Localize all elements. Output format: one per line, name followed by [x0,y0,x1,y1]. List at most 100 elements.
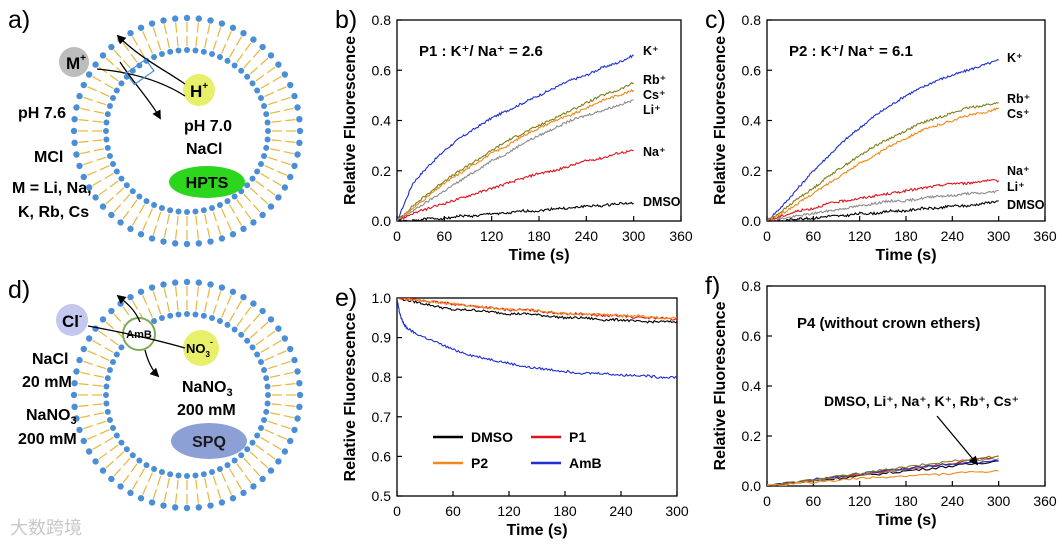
lipid-tail [131,480,139,490]
lipid-tail [270,374,281,378]
lipid-head [80,437,87,445]
lipid-tail [267,365,278,370]
y-tick-label: 0.6 [742,328,762,344]
lipid-tail [92,139,103,142]
lipid-head [167,207,174,214]
lipid-tail [221,43,227,54]
lipid-tail [92,384,103,387]
lipid-tail [147,208,153,219]
lipid-tail [266,188,276,196]
lipid-head [117,300,124,307]
lipid-tail [271,403,282,406]
lipid-head [192,472,199,479]
cation-m-bubble [59,47,89,77]
x-tick-label: 180 [553,503,577,519]
lipid-tail [204,37,208,48]
lipid-head [287,345,294,353]
amb-channel [122,317,156,351]
inside-nano3-conc: 200 mM [177,402,236,419]
lipid-head [231,62,238,69]
y-tick-label: 0.0 [742,213,762,229]
y-axis-label: Relative Fluorescence [342,312,359,481]
lipid-tail [204,214,208,225]
lipid-tail [249,451,259,460]
lipid-tail [96,156,107,161]
series-end-label: Cs⁺ [643,88,666,102]
lipid-tail [272,179,282,187]
lipid-tail [122,474,130,484]
lipid-head [103,383,110,390]
series-line-k [397,54,634,221]
lipid-head [238,67,245,74]
lipid-tail [130,199,138,209]
lipid-head [106,153,113,160]
lipid-tail [115,451,125,460]
series-end-label: DMSO [1007,198,1045,212]
lipid-head [229,231,237,238]
lipid-head [244,446,251,453]
chart-title: P4 (without crown ethers) [797,315,980,332]
lipid-head [80,81,87,89]
series-end-label: Rb⁺ [1007,92,1030,106]
lipid-tail [109,338,119,346]
lipid-tail [195,215,198,226]
lipid-tail [147,43,153,54]
series-line-na [767,179,1000,221]
lipid-head [158,469,165,476]
x-tick-label: 240 [941,493,965,509]
lipid-tail [260,460,269,469]
lipid-head [99,316,107,323]
lipid-head [160,238,167,245]
lipid-head [108,43,115,51]
y-axis-label: Relative Fluorescence [712,36,729,205]
lipid-tail [105,196,114,205]
lipid-head [113,168,120,175]
lipid-tail [243,59,252,69]
x-tick-label: 240 [941,228,965,244]
lipid-head [129,188,136,195]
lipid-tail [163,491,168,502]
lipid-head [291,162,298,170]
lipid-tail [157,475,162,486]
lipid-tail [166,214,170,225]
x-tick-label: 180 [894,228,918,244]
lipid-tail [283,150,294,155]
lipid-head [151,54,158,61]
lipid-tail [115,187,125,196]
lipid-tail [93,412,104,416]
lipid-head [184,473,190,479]
lipid-head [151,201,158,208]
lipid-head [240,29,247,37]
lipid-head [99,52,107,59]
lipid-tail [264,165,275,171]
lipid-head [224,198,231,205]
lipid-tail [267,420,278,425]
lipid-head [195,15,203,22]
lipid-tail [196,229,199,240]
y-axis-label: Relative Fluorescence [712,301,729,470]
lipid-head [143,462,150,469]
cation-m-label: M+ [66,53,86,73]
lipid-head [250,300,257,307]
lipid-head [110,359,117,366]
lipid-tail [212,475,217,486]
lipid-head [175,47,182,54]
lipid-head [92,194,99,201]
lipid-tail [78,404,89,407]
lipid-head [216,54,223,61]
lipid-tail [147,472,153,483]
lipid-head [99,203,107,210]
lipid-tail [87,434,97,440]
lipid-head [127,225,134,233]
lipid-tail [142,485,148,495]
lipid-head [218,20,226,27]
lipid-head [263,144,270,151]
lipid-tail [252,313,261,322]
lipid-tail [157,40,162,51]
lipid-tail [142,295,148,305]
lipid-tail [92,403,103,406]
lipid-tail [196,22,199,33]
panel-a-schematic: a) M+ H+ pH 7.6 MCl M = Li, Na, K, Rb, C… [8,6,304,248]
lipid-head [275,194,282,201]
lipid-head [200,48,207,55]
